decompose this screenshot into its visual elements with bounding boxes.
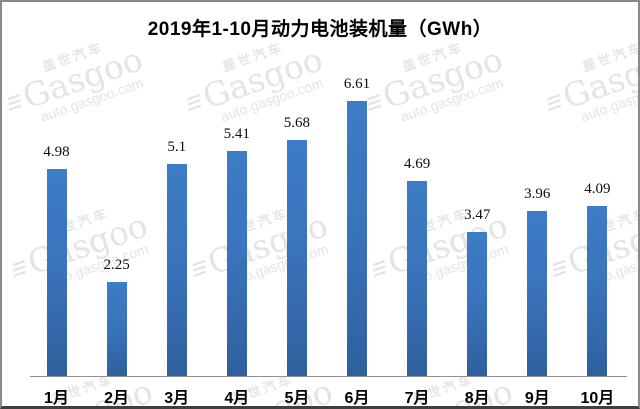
x-axis-label: 4月: [224, 390, 250, 407]
bar-value-label: 5.41: [223, 126, 250, 142]
x-axis-line: [30, 376, 627, 377]
x-axis-label: 7月: [404, 390, 430, 407]
bar: [106, 282, 127, 376]
bar: [226, 151, 247, 376]
bar-value-label: 4.09: [584, 181, 611, 197]
chart-title: 2019年1-10月动力电池装机量（GWh）: [147, 19, 493, 40]
bar: [166, 164, 187, 376]
bar-value-label: 5.1: [167, 139, 187, 155]
bar-value-label: 3.47: [464, 207, 491, 223]
x-axis-label: 2月: [104, 390, 130, 407]
bar: [527, 211, 548, 376]
bar: [286, 140, 307, 376]
bar: [587, 206, 608, 376]
bar-value-label: 5.68: [283, 115, 311, 131]
x-axis-label: 9月: [524, 390, 550, 407]
x-axis-label: 10月: [580, 390, 615, 407]
x-axis-label: 5月: [284, 390, 310, 407]
bar-value-label: 6.61: [343, 76, 371, 92]
bar: [347, 101, 367, 376]
x-axis-label: 3月: [164, 390, 190, 407]
bar-value-label: 4.69: [403, 156, 431, 172]
bar: [467, 232, 488, 376]
x-axis-label: 8月: [464, 390, 490, 407]
bar-value-label: 4.98: [43, 144, 70, 160]
x-axis-label: 1月: [44, 390, 69, 407]
bar: [407, 181, 428, 376]
bar-value-label: 2.25: [103, 257, 130, 273]
bar: [46, 169, 67, 376]
x-axis-label: 6月: [344, 390, 370, 407]
bar-value-label: 3.96: [524, 186, 551, 202]
